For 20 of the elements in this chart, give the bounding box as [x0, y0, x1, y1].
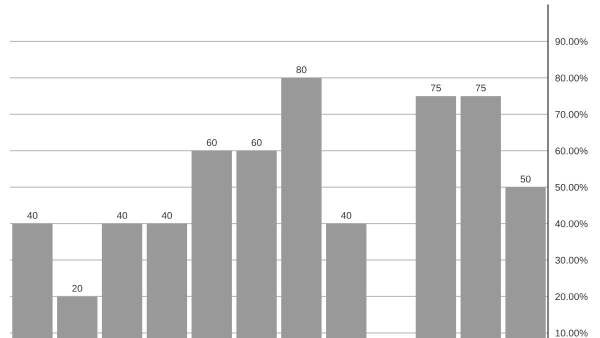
y-tick-label: 40.00%: [555, 220, 588, 228]
data-label: 75: [431, 84, 441, 92]
data-label: 40: [116, 212, 128, 219]
y-tick-label: 90.00%: [555, 38, 588, 46]
data-label: 50: [520, 176, 531, 182]
y-tick-label: 70.00%: [555, 111, 588, 118]
data-label: 60: [206, 139, 217, 146]
y-tick-label: 20.00%: [555, 293, 588, 300]
y-tick-label: 80.00%: [555, 74, 588, 82]
y-tick-label: 50.00%: [555, 184, 588, 191]
data-label: 40: [341, 212, 352, 219]
data-label: 60: [252, 139, 262, 146]
y-tick-label: 60.00%: [555, 147, 588, 154]
y-tick-label: 10.00%: [556, 330, 588, 337]
data-label: 80: [296, 66, 306, 74]
data-label: 20: [72, 284, 82, 292]
data-label: 40: [27, 212, 38, 219]
data-label: 40: [162, 212, 172, 219]
y-tick-label: 30.00%: [555, 256, 588, 264]
data-label: 75: [476, 84, 486, 92]
